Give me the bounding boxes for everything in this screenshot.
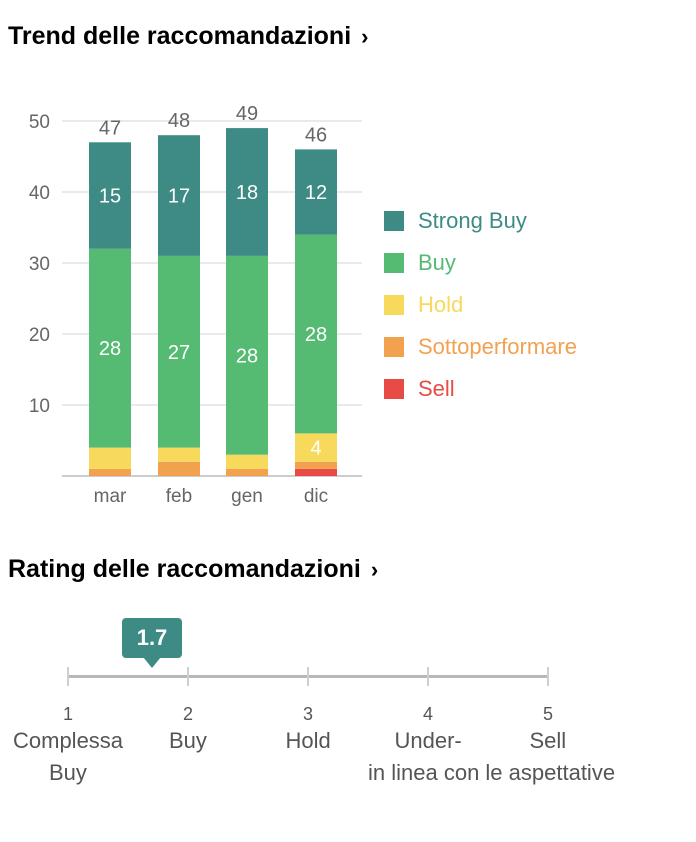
y-tick-label: 50	[29, 112, 50, 133]
legend-label: Sottoperformare	[418, 334, 577, 359]
scale-tick-number: 5	[542, 704, 553, 724]
x-tick-label: dic	[304, 486, 328, 507]
legend-label: Sell	[418, 376, 455, 401]
scale-tick	[67, 667, 69, 686]
rating-under-description: in linea con le aspettative	[368, 760, 616, 785]
y-tick-label: 10	[29, 396, 50, 417]
bar-segment-sottoperformare	[158, 461, 200, 476]
bar-total-label: 48	[168, 110, 190, 132]
bar-segment-sottoperformare	[295, 461, 337, 469]
legend-item: Sell	[384, 368, 577, 410]
y-tick-label: 20	[29, 325, 50, 346]
bar-value-label: 28	[236, 345, 258, 367]
x-tick-label: mar	[94, 486, 127, 507]
scale-tick-number: 4	[422, 704, 433, 724]
bar-value-label: 15	[99, 186, 121, 208]
recommendation-trend-chart: 10 20 30 40 50 28 15 47 mar 27 17 48 feb 28 18 49 gen 4 28…	[29, 103, 362, 507]
bar-segment-buy	[89, 248, 131, 448]
scale-tick-label: Buy	[169, 728, 207, 753]
bar-value-label: 12	[305, 182, 327, 204]
scale-tick-label: Hold	[285, 728, 331, 753]
scale-tick-label: Under-	[394, 728, 462, 753]
legend-label: Hold	[418, 292, 464, 317]
bar-total-label: 49	[236, 103, 258, 125]
legend-label: Strong Buy	[418, 208, 527, 233]
legend-item: Buy	[384, 242, 577, 284]
bar-segment-buy	[295, 234, 337, 434]
legend-swatch	[384, 337, 404, 357]
scale-tick-label: Buy	[49, 760, 87, 785]
scale-tick-number: 3	[302, 704, 313, 724]
chart-legend: Strong Buy Buy Hold Sottoperformare Sell	[384, 200, 577, 410]
chevron-right-icon: ›	[361, 24, 369, 49]
rating-value-pointer	[143, 657, 161, 668]
rating-section-title[interactable]: Rating delle raccomandazioni ›	[8, 555, 378, 584]
bar-segment-sottoperformare	[226, 468, 268, 476]
bar-segment-hold	[295, 433, 337, 462]
legend-swatch	[384, 379, 404, 399]
bar-segment-buy	[158, 255, 200, 448]
scale-tick-number: 2	[182, 704, 193, 724]
legend-swatch	[384, 295, 404, 315]
bar-total-label: 46	[305, 124, 327, 146]
bar-segment-strong-buy	[295, 149, 337, 235]
bar-segment-strong-buy	[158, 135, 200, 256]
scale-tick	[547, 667, 549, 686]
scale-tick-label: Sell	[529, 728, 567, 753]
bar-value-label: 27	[168, 342, 190, 364]
legend-swatch	[384, 211, 404, 231]
rating-value-badge: 1.7	[122, 618, 182, 658]
bar-segment-sell	[295, 468, 337, 476]
bar-value-label: 18	[236, 182, 258, 204]
trend-section-title[interactable]: Trend delle raccomandazioni ›	[8, 22, 368, 51]
legend-item: Sottoperformare	[384, 326, 577, 368]
bar-segment-buy	[226, 255, 268, 455]
bar-value-label: 17	[168, 186, 190, 208]
bar-segment-strong-buy	[89, 142, 131, 249]
bar-segment-hold	[226, 454, 268, 469]
legend-label: Buy	[418, 250, 456, 275]
bar-segment-sottoperformare	[89, 468, 131, 476]
scale-tick	[427, 667, 429, 686]
legend-item: Strong Buy	[384, 200, 577, 242]
x-tick-label: gen	[231, 486, 263, 507]
bar-value-label: 28	[305, 324, 327, 346]
bar-value-label: 28	[99, 338, 121, 360]
trend-title-text: Trend delle raccomandazioni	[8, 22, 352, 50]
y-tick-label: 30	[29, 254, 50, 275]
bar-value-label: 4	[310, 438, 321, 460]
legend-item: Hold	[384, 284, 577, 326]
scale-tick-label: Complessa	[13, 728, 124, 753]
x-tick-label: feb	[166, 486, 192, 507]
legend-swatch	[384, 253, 404, 273]
scale-tick	[307, 667, 309, 686]
chevron-right-icon: ›	[370, 557, 379, 582]
bar-total-label: 47	[99, 117, 121, 139]
rating-title-text: Rating delle raccomandazioni	[8, 555, 361, 583]
bar-segment-hold	[158, 447, 200, 462]
scale-tick	[187, 667, 189, 686]
bar-segment-hold	[89, 447, 131, 469]
y-tick-label: 40	[29, 183, 50, 204]
bar-segment-strong-buy	[226, 128, 268, 256]
scale-tick-number: 1	[62, 704, 73, 724]
